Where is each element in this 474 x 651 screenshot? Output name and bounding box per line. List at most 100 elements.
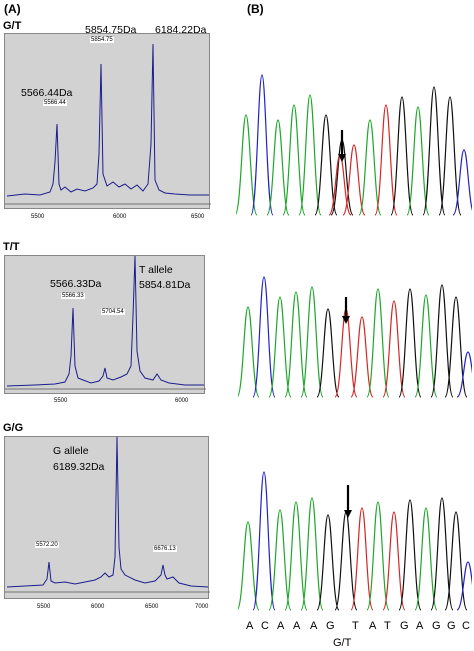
genotype-label-gt: G/T (3, 20, 22, 32)
chromatogram-peak (316, 514, 340, 611)
chromatogram-peak (266, 119, 290, 216)
chromatogram-peak (382, 300, 406, 398)
chromatogram-peak (366, 288, 390, 398)
chromatogram-peak (390, 96, 414, 216)
chromatogram-peak (268, 296, 292, 398)
x-tick: 5500 (31, 214, 45, 220)
chromatogram-peak (298, 94, 322, 216)
peak-annotation: 5854.75Da (85, 24, 137, 36)
x-tick: 6000 (91, 604, 105, 610)
chromatogram-peak (236, 114, 258, 216)
sequence-base: A (277, 620, 285, 632)
peak-annotation: G allele (53, 445, 89, 457)
spectrum-line (6, 256, 204, 387)
sequence-base: C (462, 620, 470, 632)
x-tick: 6500 (145, 604, 159, 610)
peak-label: 5566.33 (61, 293, 85, 299)
sequence-base: T (352, 620, 359, 632)
spectrum-trace-gt (5, 43, 211, 205)
sequence-base: T (384, 620, 391, 632)
chromatogram-peak (342, 144, 366, 216)
chromatogram-peak (422, 86, 446, 216)
arrow-head-icon (342, 316, 350, 324)
genotype-label-gg: G/G (3, 422, 24, 434)
snp-label: G/T (333, 637, 352, 649)
peak-annotation: 6184.22Da (155, 24, 207, 36)
chromatogram-trace (236, 74, 472, 216)
peak-annotation: T allele (139, 264, 173, 276)
peak-label: 6676.13 (153, 546, 177, 552)
sequence-base: A (369, 620, 377, 632)
chromatogram-peak (300, 286, 324, 398)
chromatogram-tt (238, 262, 472, 402)
spectrum-trace-gg (5, 437, 210, 593)
chromatogram-peak (334, 511, 358, 611)
peak-label: 5566.44 (43, 100, 67, 106)
genotype-label-tt: T/T (3, 241, 20, 253)
chromatogram-gg (238, 460, 472, 615)
panel-a-label: (A) (4, 2, 21, 16)
mass-spectrum-gt: 5854.75Da 6184.22Da 5566.44Da 5854.75 55… (4, 24, 211, 220)
sequence-base: G (447, 620, 456, 632)
mass-spectrum-tt: 5566.33Da T allele 5854.81Da 5566.33 570… (4, 255, 206, 404)
chromatogram-peak (282, 104, 306, 216)
sequence-base: G (326, 620, 335, 632)
spectrum-line (6, 437, 209, 588)
chromatogram-peak (444, 296, 468, 398)
chromatogram-peak (382, 511, 406, 611)
chromatogram-peak (284, 291, 308, 398)
x-tick: 6000 (175, 398, 189, 404)
peak-label: 5704.54 (101, 309, 125, 315)
spectrum-trace-tt (5, 256, 206, 390)
sequence-base: A (416, 620, 424, 632)
chromatogram-peak (252, 471, 276, 611)
chromatogram-peak (398, 499, 422, 611)
chromatogram-peak (238, 306, 260, 398)
chromatogram-peak (366, 501, 390, 611)
x-tick: 6500 (191, 214, 205, 220)
chromatogram-peak (358, 119, 382, 216)
chromatogram-trace (238, 471, 472, 611)
x-tick: 5500 (54, 398, 68, 404)
arrow-head-icon (338, 154, 346, 162)
chromatogram-peak (268, 509, 292, 611)
chromatogram-peak (398, 288, 422, 398)
sequence-base: G (432, 620, 441, 632)
arrow-head-icon (344, 510, 352, 518)
chromatogram-gt (236, 60, 472, 225)
chromatogram-peak (316, 308, 340, 398)
chromatogram-peak (456, 351, 472, 398)
peak-label: 5854.75 (90, 37, 114, 43)
peak-label: 5572.20 (35, 542, 59, 548)
chromatogram-peak (284, 501, 308, 611)
chromatogram-peak (430, 497, 454, 611)
chromatogram-peak (452, 149, 472, 216)
x-tick: 7000 (195, 604, 209, 610)
chromatogram-peak (414, 507, 438, 611)
chromatogram-peak (406, 106, 430, 216)
chromatogram-peak (350, 507, 374, 611)
sequence-base: C (261, 620, 269, 632)
mass-spectrum-gg: G allele 6189.32Da 5572.20 6676.13 5500 … (4, 436, 210, 610)
sequence-base: A (246, 620, 254, 632)
chromatogram-peak (438, 96, 462, 216)
chromatogram-peak (456, 561, 472, 611)
chromatogram-peak (300, 497, 324, 611)
chromatogram-peak (430, 284, 454, 398)
peak-annotation: 5566.33Da (50, 278, 102, 290)
peak-annotation: 6189.32Da (53, 461, 105, 473)
chromatogram-peak (444, 511, 468, 611)
x-tick: 5500 (37, 604, 51, 610)
chromatogram-trace (238, 276, 472, 398)
panel-b-label: (B) (247, 2, 264, 16)
sequence-base: G (400, 620, 409, 632)
chromatogram-peak (350, 316, 374, 398)
chromatogram-peak (250, 74, 274, 216)
sequence-base: A (293, 620, 301, 632)
chromatogram-peak (374, 104, 398, 216)
chromatogram-peak (414, 294, 438, 398)
peak-annotation: 5566.44Da (21, 87, 73, 99)
chromatogram-peak (252, 276, 276, 398)
x-tick: 6000 (113, 214, 127, 220)
sequence-base: A (310, 620, 318, 632)
